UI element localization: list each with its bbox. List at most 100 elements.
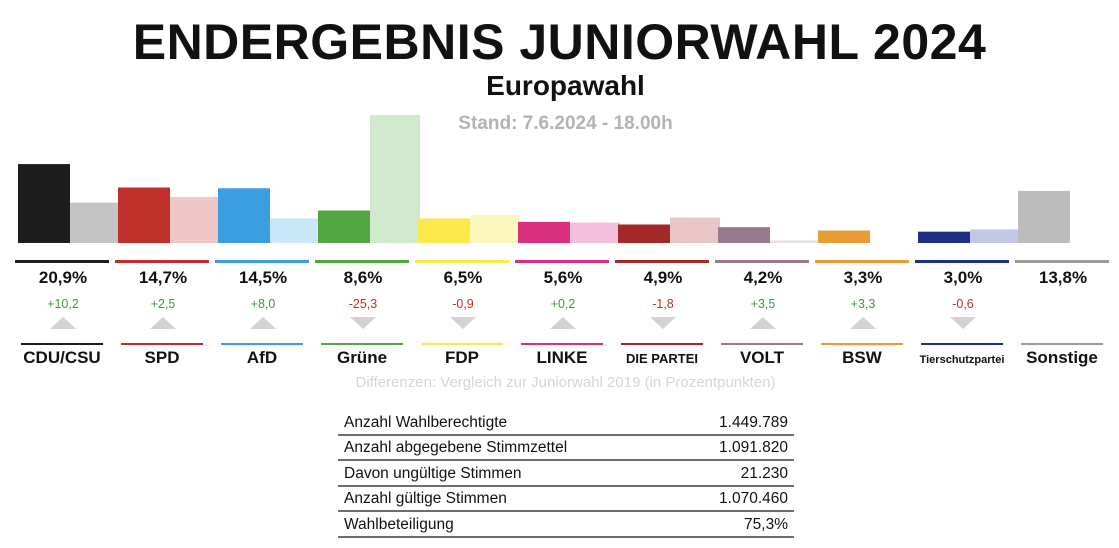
value-underline bbox=[15, 260, 109, 263]
value-underline bbox=[315, 260, 409, 263]
difference-label: -0,9 bbox=[452, 297, 474, 311]
bar-current-gr-ne bbox=[318, 210, 370, 243]
difference-label: -1,8 bbox=[652, 297, 674, 311]
difference-label: +0,2 bbox=[551, 297, 576, 311]
value-underline bbox=[215, 260, 309, 263]
category-underline bbox=[21, 343, 103, 345]
category-underline bbox=[221, 343, 303, 345]
value-label: 4,9% bbox=[644, 268, 683, 287]
difference-label: -25,3 bbox=[349, 297, 378, 311]
arrow-up-icon bbox=[150, 317, 176, 329]
arrow-down-icon bbox=[950, 317, 976, 329]
bar-current-sonstige bbox=[1018, 190, 1070, 243]
stat-label: Anzahl gültige Stimmen bbox=[344, 490, 507, 508]
value-label: 6,5% bbox=[444, 268, 483, 287]
bar-current-bsw bbox=[818, 230, 870, 243]
timestamp: Stand: 7.6.2024 - 18.00h bbox=[458, 113, 673, 134]
difference-label: +8,0 bbox=[251, 297, 276, 311]
arrow-up-icon bbox=[250, 317, 276, 329]
category-label-tierschutzpartei: Tierschutzpartei bbox=[920, 354, 1005, 366]
bar-current-tierschutzpartei bbox=[918, 231, 970, 243]
value-label: 4,2% bbox=[744, 268, 783, 287]
bar-previous-gr-ne bbox=[370, 115, 420, 243]
stat-value: 75,3% bbox=[744, 515, 788, 533]
bar-previous-spd bbox=[170, 196, 220, 243]
category-underline bbox=[721, 343, 803, 345]
bar-current-spd bbox=[118, 187, 170, 243]
difference-label: +3,3 bbox=[851, 297, 876, 311]
stat-label: Anzahl abgegebene Stimmzettel bbox=[344, 439, 568, 457]
value-underline bbox=[615, 260, 709, 263]
value-underline bbox=[515, 260, 609, 263]
difference-label: +3,5 bbox=[751, 297, 776, 311]
category-label-gr-ne: Grüne bbox=[337, 348, 387, 367]
value-label: 3,3% bbox=[844, 268, 883, 287]
arrow-up-icon bbox=[50, 317, 76, 329]
value-underline bbox=[415, 260, 509, 263]
bar-previous-cdu-csu bbox=[70, 202, 120, 243]
bar-previous-afd bbox=[270, 218, 320, 243]
value-label: 3,0% bbox=[944, 268, 983, 287]
stat-label: Davon ungültige Stimmen bbox=[344, 464, 522, 482]
page-subtitle: Europawahl bbox=[486, 70, 645, 101]
category-underline bbox=[621, 343, 703, 345]
bar-previous-tierschutzpartei bbox=[970, 229, 1020, 243]
results-chart: 20,9% +10,2 CDU/CSU 14,7% +2,5 SPD 14,5% +8,0 Af… bbox=[15, 115, 1109, 367]
category-underline bbox=[521, 343, 603, 345]
value-label: 13,8% bbox=[1039, 268, 1087, 287]
bar-previous-linke bbox=[570, 222, 620, 243]
category-underline bbox=[121, 343, 203, 345]
bar-current-afd bbox=[218, 188, 270, 243]
category-underline bbox=[421, 343, 503, 345]
bar-previous-fdp bbox=[470, 215, 520, 243]
arrow-down-icon bbox=[450, 317, 476, 329]
stat-value: 1.070.460 bbox=[719, 490, 788, 508]
arrow-up-icon bbox=[850, 317, 876, 329]
bar-previous-die-partei bbox=[670, 217, 720, 243]
bar-current-volt bbox=[718, 227, 770, 243]
arrow-down-icon bbox=[350, 317, 376, 329]
value-underline bbox=[915, 260, 1009, 263]
category-label-fdp: FDP bbox=[445, 348, 479, 367]
category-label-bsw: BSW bbox=[842, 348, 883, 367]
value-underline bbox=[115, 260, 209, 263]
bar-current-fdp bbox=[418, 218, 470, 243]
difference-label: -0,6 bbox=[952, 297, 974, 311]
category-label-sonstige: Sonstige bbox=[1026, 348, 1098, 367]
stat-label: Anzahl Wahlberechtigte bbox=[344, 413, 508, 431]
value-label: 5,6% bbox=[544, 268, 583, 287]
category-underline bbox=[1021, 343, 1103, 345]
value-label: 14,5% bbox=[239, 268, 287, 287]
stat-row-valid: Anzahl gültige Stimmen 1.070.460 bbox=[338, 487, 794, 513]
value-label: 8,6% bbox=[344, 268, 383, 287]
bar-current-die-partei bbox=[618, 224, 670, 243]
category-label-cdu-csu: CDU/CSU bbox=[23, 348, 100, 367]
category-underline bbox=[821, 343, 903, 345]
arrow-up-icon bbox=[550, 317, 576, 329]
difference-label: +2,5 bbox=[151, 297, 176, 311]
stat-value: 1.091.820 bbox=[719, 439, 788, 457]
bar-previous-volt bbox=[770, 240, 820, 243]
stat-row-ballots: Anzahl abgegebene Stimmzettel 1.091.820 bbox=[338, 436, 794, 462]
arrow-down-icon bbox=[650, 317, 676, 329]
bar-current-cdu-csu bbox=[18, 164, 70, 243]
category-label-afd: AfD bbox=[247, 348, 277, 367]
category-underline bbox=[921, 343, 1003, 345]
stat-label: Wahlbeteiligung bbox=[344, 515, 454, 533]
stat-value: 21.230 bbox=[740, 464, 788, 482]
bar-current-linke bbox=[518, 221, 570, 243]
value-label: 20,9% bbox=[39, 268, 87, 287]
value-underline bbox=[1015, 260, 1109, 263]
arrow-up-icon bbox=[750, 317, 776, 329]
difference-label: +10,2 bbox=[47, 297, 79, 311]
stat-row-invalid: Davon ungültige Stimmen 21.230 bbox=[338, 461, 794, 487]
category-label-linke: LINKE bbox=[537, 348, 588, 367]
stat-row-turnout: Wahlbeteiligung 75,3% bbox=[338, 512, 794, 538]
difference-note: Differenzen: Vergleich zur Juniorwahl 20… bbox=[355, 374, 776, 391]
category-label-spd: SPD bbox=[145, 348, 180, 367]
category-label-volt: VOLT bbox=[740, 348, 785, 367]
category-label-die-partei: DIE PARTEI bbox=[626, 351, 698, 366]
stats-table: Anzahl Wahlberechtigte 1.449.789 Anzahl … bbox=[338, 410, 794, 538]
value-underline bbox=[715, 260, 809, 263]
stat-row-eligible: Anzahl Wahlberechtigte 1.449.789 bbox=[338, 410, 794, 436]
